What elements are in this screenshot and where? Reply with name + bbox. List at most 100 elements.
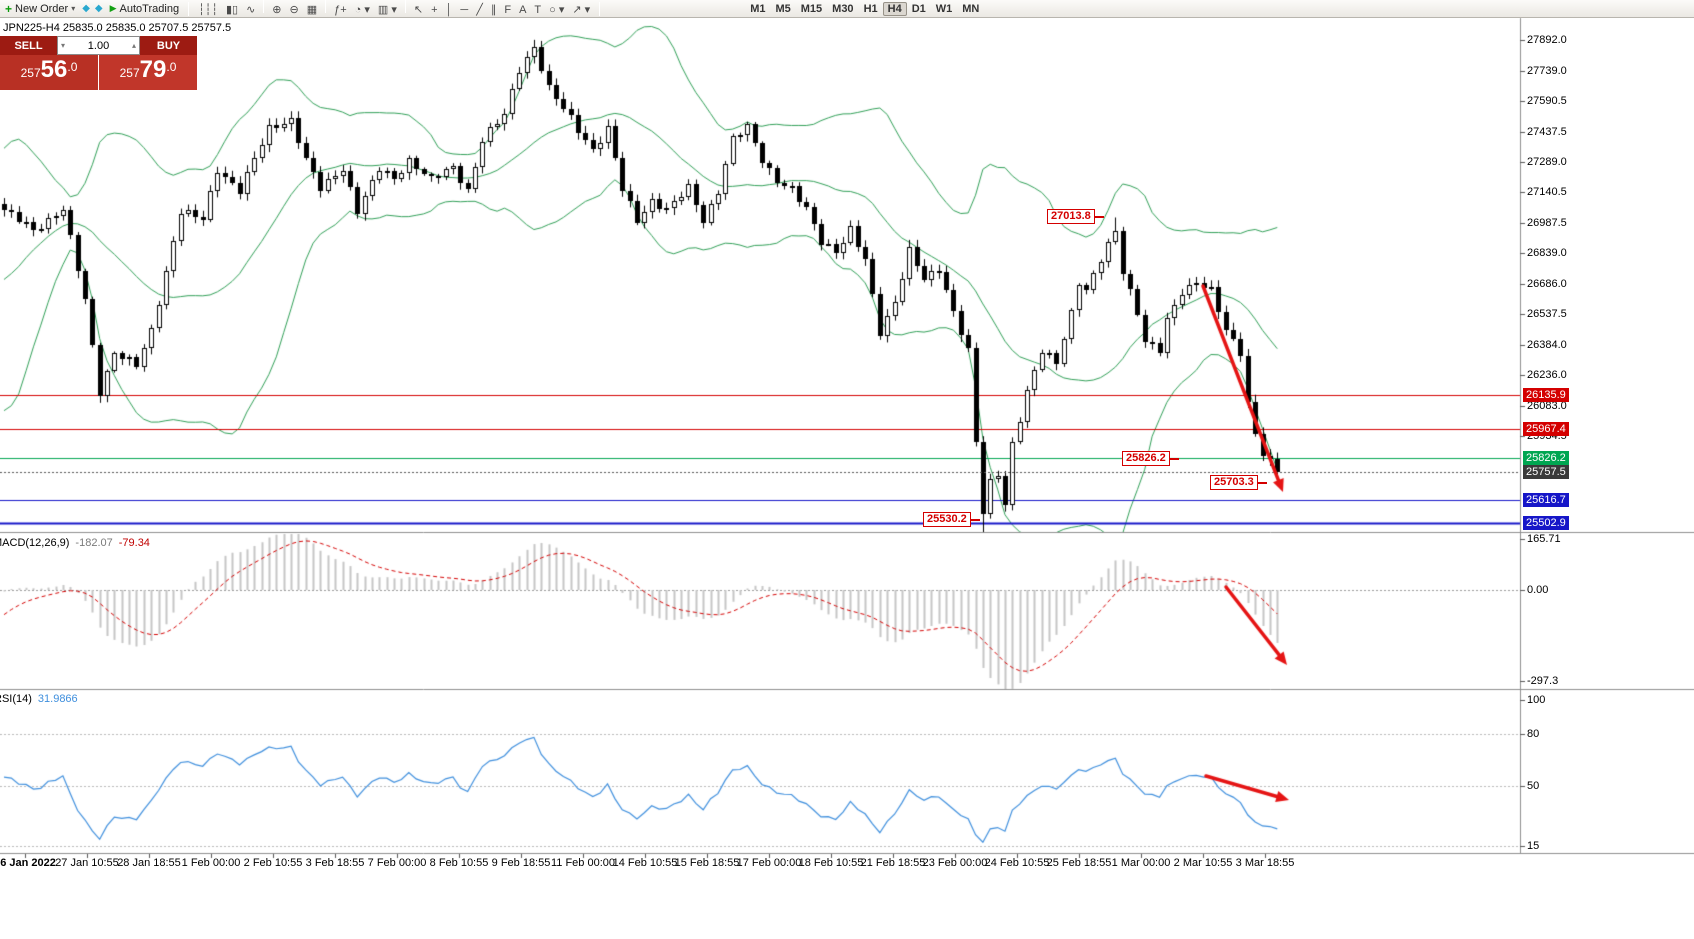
new-order-label: New Order bbox=[15, 2, 69, 15]
horizontal-line-icon[interactable]: ─ bbox=[460, 4, 469, 16]
bar-chart-icon[interactable]: ┆┆┆ bbox=[198, 4, 218, 16]
timeframe-m15[interactable]: M15 bbox=[800, 2, 823, 15]
equidistant-channel-icon[interactable]: ∥ bbox=[490, 4, 497, 16]
volume-up-icon[interactable]: ▴ bbox=[131, 41, 136, 50]
text-icon[interactable]: A bbox=[519, 4, 527, 16]
timeframe-w1[interactable]: W1 bbox=[935, 2, 953, 15]
axis-tick-label: 26083.0 bbox=[1527, 400, 1567, 412]
autotrading-label: AutoTrading bbox=[119, 2, 180, 15]
crosshair-icon[interactable]: + bbox=[431, 4, 438, 16]
tool-strip: ┆┆┆ ▮▯ ∿ ⊕ ⊖ ▦ ƒ+ ◔ ▾ ▥ ▾ ↖ + │ ─ ╱ ∥ F A T ○ ▾ ↗ ▾ bbox=[194, 0, 594, 18]
time-axis-label: 3 Feb 18:55 bbox=[305, 857, 365, 869]
price-axis-mark: 25502.9 bbox=[1523, 516, 1569, 530]
toolbar-separator bbox=[188, 1, 190, 16]
axis-tick-label: 50 bbox=[1527, 780, 1540, 792]
time-axis-label: 25 Feb 18:55 bbox=[1046, 857, 1112, 869]
text-label-icon[interactable]: T bbox=[534, 4, 542, 16]
volume-value: 1.00 bbox=[87, 39, 110, 52]
buy-price-prefix: 257 bbox=[119, 66, 140, 80]
trendline-icon[interactable]: ╱ bbox=[476, 4, 483, 16]
volume-input[interactable]: ▾ 1.00 ▴ bbox=[57, 36, 140, 55]
time-axis-label: 18 Feb 10:55 bbox=[798, 857, 864, 869]
macd-indicator-label: MACD(12,26,9) -182.07 -79.34 bbox=[0, 537, 150, 549]
buy-price[interactable]: 257 79 .0 bbox=[99, 55, 197, 90]
new-order-button[interactable]: + New Order ▾ bbox=[1, 1, 79, 17]
time-axis-label: 26 Jan 2022 bbox=[0, 857, 56, 869]
symbol-ohlc-line: JPN225-H4 25835.0 25835.0 25707.5 25757.… bbox=[3, 22, 232, 34]
price-axis-mark: 25826.2 bbox=[1523, 451, 1569, 465]
axis-tick-label: 27437.5 bbox=[1527, 126, 1567, 138]
periods-icon[interactable]: ◔ ▾ bbox=[354, 4, 370, 16]
line-chart-icon[interactable]: ∿ bbox=[246, 4, 256, 16]
buy-button[interactable]: BUY bbox=[140, 36, 197, 55]
price-axis-mark: 25616.7 bbox=[1523, 493, 1569, 507]
toolbar-separator bbox=[599, 1, 601, 16]
time-axis-label: 24 Feb 10:55 bbox=[984, 857, 1050, 869]
diamond-icon[interactable]: ◆ bbox=[94, 2, 103, 14]
toolbar: + New Order ▾ ◆ ◆ ▶ AutoTrading ┆┆┆ ▮▯ ∿ ⊕ ⊖… bbox=[0, 0, 1694, 18]
toolbar-separator bbox=[404, 0, 406, 13]
timeframe-d1[interactable]: D1 bbox=[911, 2, 926, 15]
time-axis-label: 9 Feb 18:55 bbox=[491, 857, 551, 869]
timeframe-m5[interactable]: M5 bbox=[775, 2, 791, 15]
autotrading-button[interactable]: ▶ AutoTrading bbox=[106, 1, 183, 17]
buy-price-big: 79 bbox=[139, 56, 167, 83]
vertical-line-icon[interactable]: │ bbox=[445, 4, 453, 16]
sell-price[interactable]: 257 56 .0 bbox=[0, 55, 98, 90]
rsi-name: RSI(14) bbox=[0, 693, 32, 705]
axis-tick-label: 26839.0 bbox=[1527, 247, 1567, 259]
price-axis-mark: 25967.4 bbox=[1523, 422, 1569, 436]
templates-icon[interactable]: ▥ ▾ bbox=[377, 4, 397, 16]
time-axis: 26 Jan 2022 27 Jan 10:55 28 Jan 18:55 1 Feb… bbox=[0, 855, 1521, 875]
time-axis-label: 7 Feb 00:00 bbox=[367, 857, 427, 869]
toolbar-separator bbox=[263, 0, 265, 13]
play-icon: ▶ bbox=[109, 3, 117, 13]
rsi-indicator-label: RSI(14) 31.9866 bbox=[0, 693, 78, 705]
timeframe-h1[interactable]: H1 bbox=[863, 2, 878, 15]
volume-down-icon[interactable]: ▾ bbox=[61, 41, 66, 50]
timeframe-mn[interactable]: MN bbox=[962, 2, 980, 15]
timeframe-m1[interactable]: M1 bbox=[750, 2, 766, 15]
macd-signal-value: -79.34 bbox=[118, 537, 150, 549]
diamond-icon[interactable]: ◆ bbox=[82, 2, 90, 14]
zoom-in-icon[interactable]: ⊕ bbox=[272, 4, 282, 16]
time-axis-label: 15 Feb 18:55 bbox=[674, 857, 740, 869]
macd-name: MACD(12,26,9) bbox=[0, 537, 70, 549]
candlestick-chart-icon[interactable]: ▮▯ bbox=[225, 4, 239, 16]
time-axis-label: 23 Feb 00:00 bbox=[922, 857, 988, 869]
price-axis-mark: 25757.5 bbox=[1523, 465, 1569, 479]
cursor-icon[interactable]: ↖ bbox=[413, 4, 424, 16]
time-axis-label: 21 Feb 18:55 bbox=[860, 857, 926, 869]
axis-tick-label: 26987.5 bbox=[1527, 217, 1567, 229]
buy-price-suffix: .0 bbox=[166, 60, 177, 74]
axis-tick-label: 27289.0 bbox=[1527, 156, 1567, 168]
sell-price-prefix: 257 bbox=[20, 66, 41, 80]
macd-main-value: -182.07 bbox=[75, 537, 113, 549]
time-axis-label: 17 Feb 00:00 bbox=[736, 857, 802, 869]
time-axis-label: 2 Feb 10:55 bbox=[243, 857, 303, 869]
sell-button[interactable]: SELL bbox=[0, 36, 57, 55]
tile-windows-icon[interactable]: ▦ bbox=[306, 4, 318, 16]
time-axis-label: 28 Jan 18:55 bbox=[117, 857, 181, 869]
time-axis-label: 3 Mar 18:55 bbox=[1235, 857, 1295, 869]
axis-tick-label: 26236.0 bbox=[1527, 369, 1567, 381]
axis-tick-label: 165.71 bbox=[1527, 533, 1561, 545]
time-axis-label: 1 Feb 00:00 bbox=[181, 857, 241, 869]
axis-tick-label: 15 bbox=[1527, 840, 1540, 852]
one-click-trading-panel: SELL ▾ 1.00 ▴ BUY 257 56 .0 257 79 .0 bbox=[0, 36, 197, 90]
axis-tick-label: 80 bbox=[1527, 728, 1540, 740]
fibonacci-icon[interactable]: F bbox=[504, 4, 512, 16]
time-axis-label: 8 Feb 10:55 bbox=[429, 857, 489, 869]
axis-tick-label: 26537.5 bbox=[1527, 308, 1567, 320]
shapes-icon[interactable]: ○ ▾ bbox=[549, 4, 565, 16]
zoom-out-icon[interactable]: ⊖ bbox=[289, 4, 299, 16]
arrows-icon[interactable]: ↗ ▾ bbox=[572, 4, 591, 16]
timeframe-m30[interactable]: M30 bbox=[832, 2, 854, 15]
time-axis-label: 2 Mar 10:55 bbox=[1173, 857, 1233, 869]
indicators-list-icon[interactable]: ƒ+ bbox=[334, 4, 347, 16]
axis-tick-label: 0.00 bbox=[1527, 584, 1549, 596]
sell-price-big: 56 bbox=[40, 56, 68, 83]
timeframe-h4[interactable]: H4 bbox=[882, 1, 907, 16]
axis-tick-label: 27739.0 bbox=[1527, 65, 1567, 77]
